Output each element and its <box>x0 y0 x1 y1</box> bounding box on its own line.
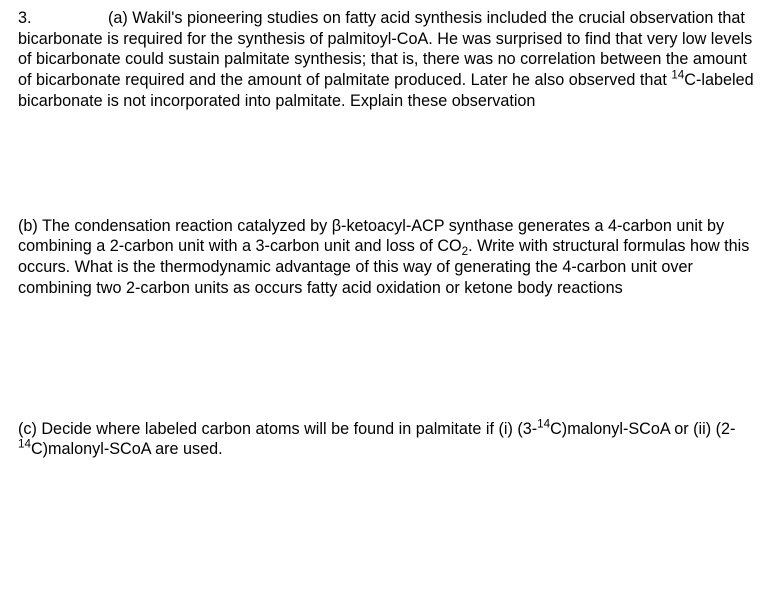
question-number: 3. <box>18 8 108 29</box>
part-c-text-3: C)malonyl-SCoA are used. <box>31 440 223 458</box>
part-c-text-1: (c) Decide where labeled carbon atoms wi… <box>18 420 537 438</box>
question-part-b: (b) The condensation reaction catalyzed … <box>18 216 754 299</box>
question-part-c: (c) Decide where labeled carbon atoms wi… <box>18 419 754 460</box>
superscript-14-a: 14 <box>671 69 684 82</box>
spacer <box>18 299 754 419</box>
superscript-14-c2: 14 <box>18 438 31 451</box>
part-c-text-2: C)malonyl-SCoA or (ii) (2- <box>550 420 735 438</box>
part-a-text-1: Wakil's pioneering studies on fatty acid… <box>18 9 752 89</box>
part-a-label: (a) <box>108 9 128 27</box>
question-part-a: 3.(a) Wakil's pioneering studies on fatt… <box>18 8 754 112</box>
spacer <box>18 112 754 216</box>
document-page: 3.(a) Wakil's pioneering studies on fatt… <box>0 0 772 610</box>
superscript-14-c1: 14 <box>537 417 550 430</box>
